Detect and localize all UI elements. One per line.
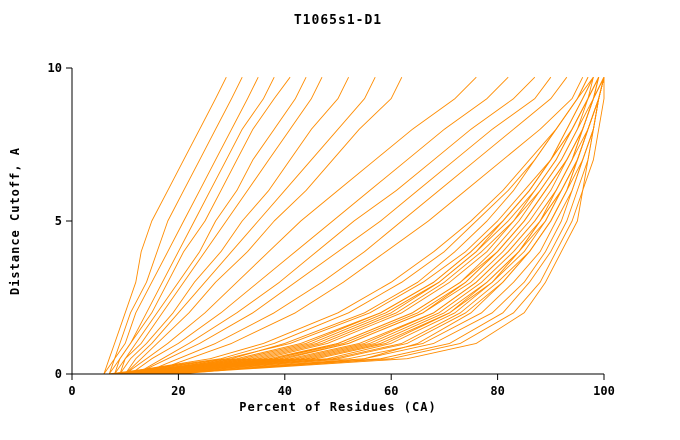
model-curve <box>135 76 536 375</box>
model-curve <box>108 77 243 375</box>
x-tick-label: 100 <box>593 384 615 398</box>
model-curve <box>103 77 259 375</box>
model-curve <box>119 76 600 375</box>
model-curve <box>103 76 227 375</box>
x-axis-label: Percent of Residues (CA) <box>239 400 437 414</box>
y-axis-label-wrap: Distance Cutoff, A <box>4 68 26 374</box>
y-axis-label: Distance Cutoff, A <box>8 146 23 296</box>
x-tick-label: 0 <box>68 384 75 398</box>
chart-title: T1065s1-D1 <box>293 13 383 28</box>
model-curve <box>124 77 403 375</box>
x-tick-label: 80 <box>490 384 504 398</box>
model-curve <box>130 76 509 375</box>
model-curve <box>124 76 477 375</box>
model-curve <box>119 76 307 375</box>
x-tick-label: 60 <box>384 384 398 398</box>
model-curve <box>119 77 605 375</box>
y-tick-label: 5 <box>55 214 62 228</box>
x-tick-label: 20 <box>171 384 185 398</box>
y-tick-label: 0 <box>55 367 62 381</box>
model-curve <box>119 77 350 375</box>
model-curve <box>125 77 605 375</box>
x-tick-label: 40 <box>278 384 292 398</box>
model-curve <box>135 77 605 375</box>
model-curve <box>162 77 605 375</box>
model-curve <box>114 76 275 375</box>
model-curve <box>135 77 605 375</box>
model-curve <box>124 77 376 375</box>
model-curve <box>108 76 291 375</box>
model-curve <box>114 76 594 375</box>
y-tick-label: 10 <box>48 61 62 75</box>
model-curve <box>146 77 605 375</box>
model-curve <box>141 76 568 375</box>
model-curve <box>135 76 552 375</box>
model-curve <box>114 76 594 375</box>
model-curve <box>146 77 584 375</box>
model-curve <box>114 77 589 375</box>
model-curve <box>114 77 323 375</box>
model-curve <box>135 77 605 375</box>
model-curve <box>141 77 605 375</box>
model-curve <box>167 77 605 375</box>
